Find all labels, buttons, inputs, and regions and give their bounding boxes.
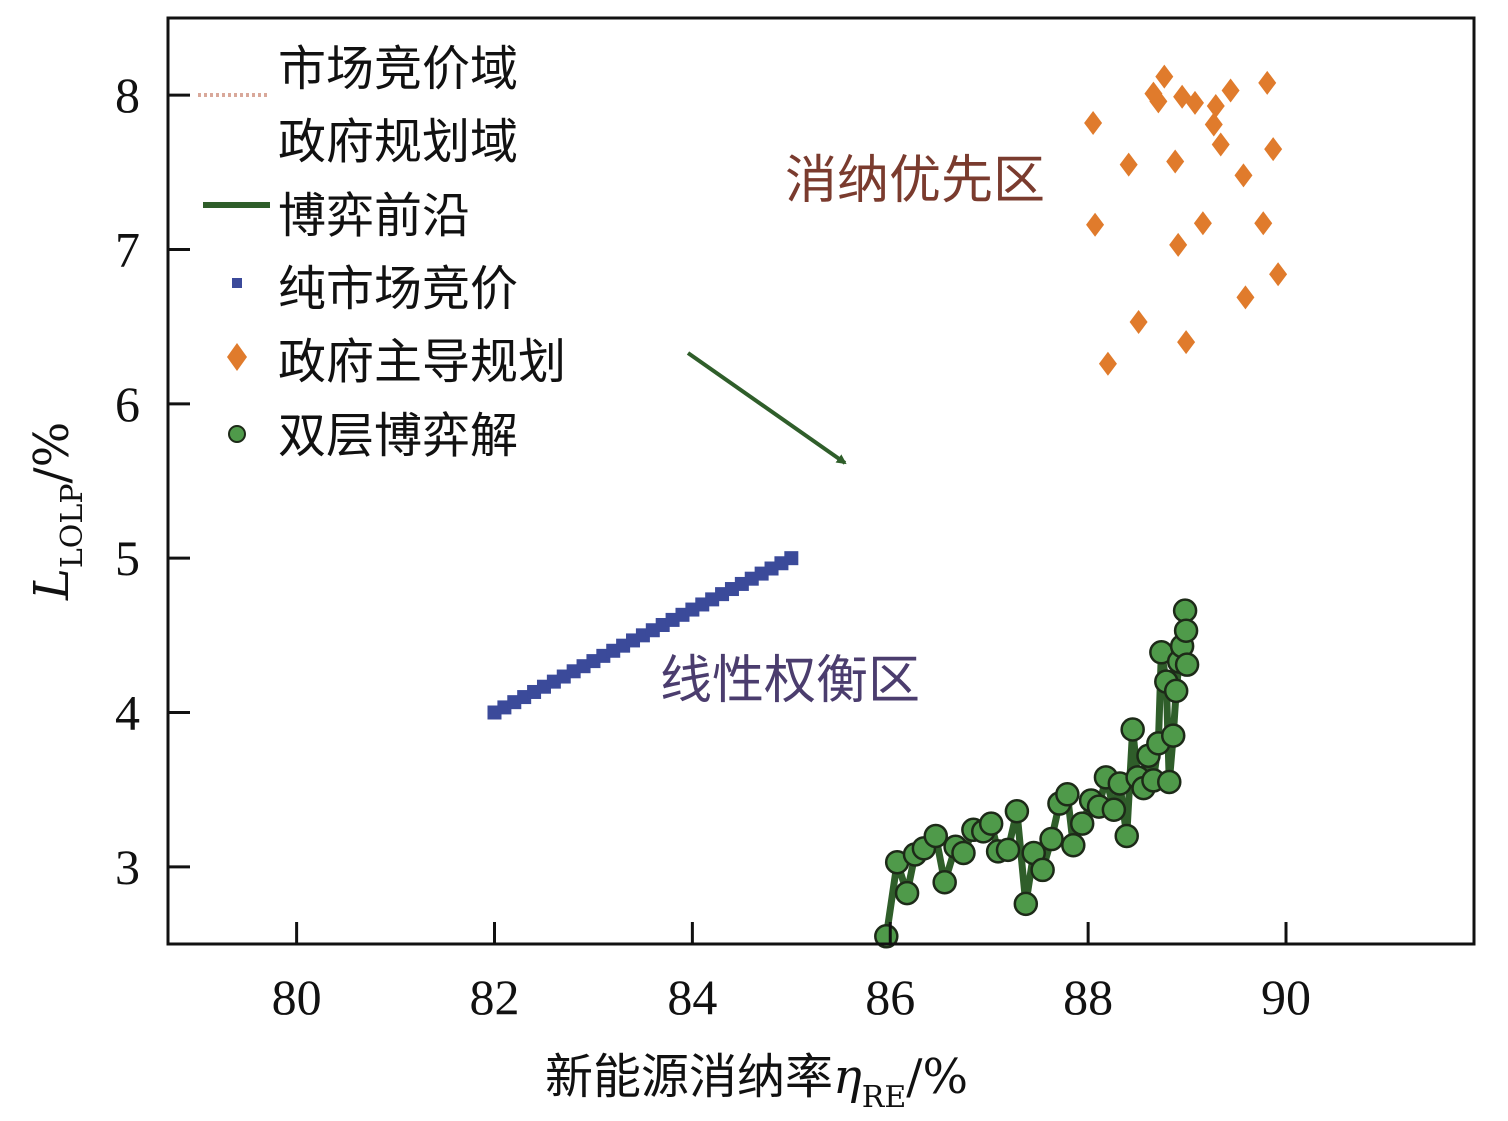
data-point-circle — [1069, 811, 1095, 836]
y-tick-label: 3 — [115, 839, 140, 895]
data-point-circle — [1055, 782, 1080, 807]
data-point-diamond — [1166, 149, 1185, 174]
x-axis-label-sub: RE — [862, 1080, 907, 1115]
x-axis-label-unit: /% — [906, 1049, 968, 1105]
x-tick-label: 86 — [865, 969, 915, 1025]
data-point-circle — [1061, 832, 1086, 858]
data-point-diamond — [1269, 262, 1288, 287]
data-point-diamond — [1236, 285, 1255, 310]
data-point-diamond — [1234, 163, 1253, 188]
data-point-circle — [923, 823, 949, 849]
data-point-circle — [1120, 717, 1145, 742]
data-point-diamond — [1084, 110, 1103, 135]
data-point-diamond — [1206, 93, 1225, 118]
y-axis-label-symbol: L — [24, 568, 80, 601]
x-tick-label: 90 — [1261, 969, 1311, 1025]
data-point-circle — [874, 924, 899, 949]
data-point-diamond — [1129, 310, 1148, 335]
data-point-circle — [1172, 598, 1198, 623]
data-point-diamond — [1193, 211, 1212, 236]
y-axis-label-unit: /% — [24, 422, 80, 484]
data-point-diamond — [1155, 64, 1174, 89]
y-tick-label: 6 — [115, 376, 140, 432]
data-point-diamond — [1254, 211, 1273, 236]
legend: 市场竞价域 政府规划域 博弈前沿 纯市场竞价 政府主导规划 双层博弈解 — [198, 41, 566, 464]
legend-label: 纯市场竞价 — [278, 261, 518, 317]
x-axis-label-text: 新能源消纳率 — [545, 1049, 833, 1105]
x-tick-label: 84 — [667, 969, 717, 1025]
data-point-diamond — [1149, 89, 1168, 114]
data-point-circle — [1030, 857, 1055, 883]
plot-marks — [487, 64, 1288, 949]
data-point-diamond — [1258, 70, 1277, 95]
annotation-arrow — [686, 351, 847, 465]
annotation-consumption-priority: 消纳优先区 — [785, 151, 1045, 211]
data-point-circle — [894, 880, 920, 906]
legend-marker-diamond — [227, 343, 247, 371]
data-point-diamond — [1185, 90, 1204, 115]
legend-label: 博弈前沿 — [278, 188, 470, 244]
data-point-circle — [1157, 769, 1182, 795]
legend-marker-circle — [228, 425, 246, 443]
legend-label: 市场竞价域 — [278, 41, 518, 97]
y-axis-label: LLOLP/% — [24, 422, 90, 601]
data-point-circle — [1013, 891, 1039, 917]
data-point-circle — [1101, 797, 1127, 822]
y-tick-label: 4 — [115, 685, 140, 741]
y-tick-label: 5 — [115, 530, 140, 586]
data-point-circle — [1004, 799, 1030, 824]
data-point-circle — [978, 811, 1004, 836]
data-point-diamond — [1211, 132, 1230, 157]
data-point-square — [784, 551, 799, 566]
data-point-diamond — [1264, 137, 1283, 162]
data-point-diamond — [1098, 351, 1117, 376]
x-tick-label: 88 — [1063, 969, 1113, 1025]
y-axis-label-sub: LOLP — [55, 484, 90, 569]
data-point-circle — [1173, 618, 1199, 643]
y-tick-label: 7 — [115, 222, 140, 278]
x-axis-label-symbol: η — [833, 1049, 862, 1105]
data-point-diamond — [1169, 232, 1188, 257]
axis-ticks: 80 82 84 86 88 90 3 4 5 6 7 8 — [115, 67, 1311, 1025]
data-point-circle — [932, 870, 957, 895]
x-tick-label: 82 — [470, 969, 520, 1025]
legend-label: 政府规划域 — [278, 114, 518, 170]
data-point-diamond — [1119, 152, 1138, 177]
x-tick-label: 80 — [272, 969, 322, 1025]
data-point-circle — [1114, 823, 1139, 849]
annotation-linear-tradeoff: 线性权衡区 — [660, 651, 920, 711]
data-point-circle — [1160, 723, 1186, 748]
plot-frame — [166, 16, 1476, 946]
y-tick-label: 8 — [115, 67, 140, 123]
legend-label: 政府主导规划 — [278, 334, 566, 390]
legend-marker-square — [232, 278, 242, 288]
data-point-diamond — [1204, 112, 1223, 137]
data-point-circle — [1174, 652, 1200, 677]
data-point-circle — [1039, 826, 1064, 852]
data-point-diamond — [1221, 78, 1240, 103]
x-axis-label: 新能源消纳率ηRE/% — [545, 1049, 968, 1115]
data-point-diamond — [1086, 212, 1105, 237]
data-point-circle — [951, 840, 976, 866]
legend-label: 双层博弈解 — [278, 408, 518, 464]
data-point-circle — [995, 837, 1021, 863]
data-point-diamond — [1177, 330, 1196, 355]
data-point-circle — [1163, 678, 1189, 704]
